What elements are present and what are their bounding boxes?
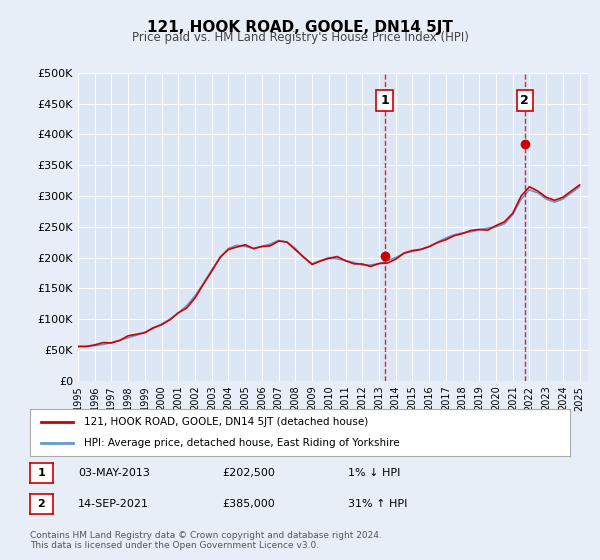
Text: 121, HOOK ROAD, GOOLE, DN14 5JT: 121, HOOK ROAD, GOOLE, DN14 5JT (147, 20, 453, 35)
Text: £202,500: £202,500 (222, 468, 275, 478)
Text: Contains HM Land Registry data © Crown copyright and database right 2024.
This d: Contains HM Land Registry data © Crown c… (30, 530, 382, 550)
Text: £385,000: £385,000 (222, 499, 275, 509)
Text: 1% ↓ HPI: 1% ↓ HPI (348, 468, 400, 478)
Text: 2: 2 (520, 94, 529, 107)
Text: 2: 2 (38, 499, 45, 509)
Text: 1: 1 (380, 94, 389, 107)
Text: 14-SEP-2021: 14-SEP-2021 (78, 499, 149, 509)
Text: 121, HOOK ROAD, GOOLE, DN14 5JT (detached house): 121, HOOK ROAD, GOOLE, DN14 5JT (detache… (84, 417, 368, 427)
Text: 31% ↑ HPI: 31% ↑ HPI (348, 499, 407, 509)
Text: 1: 1 (38, 468, 45, 478)
Text: 03-MAY-2013: 03-MAY-2013 (78, 468, 150, 478)
Text: HPI: Average price, detached house, East Riding of Yorkshire: HPI: Average price, detached house, East… (84, 438, 400, 448)
Text: Price paid vs. HM Land Registry's House Price Index (HPI): Price paid vs. HM Land Registry's House … (131, 31, 469, 44)
